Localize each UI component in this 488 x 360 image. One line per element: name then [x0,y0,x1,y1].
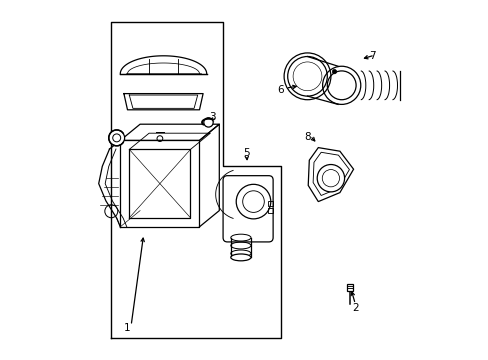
Bar [346,284,352,291]
Text: 3: 3 [208,112,215,122]
Circle shape [236,184,270,219]
Text: 2: 2 [351,303,358,313]
Polygon shape [123,94,203,110]
Polygon shape [120,56,206,74]
Text: 6: 6 [277,85,283,95]
PathPatch shape [307,148,353,202]
Bar [267,201,272,206]
Circle shape [317,165,344,192]
Circle shape [108,130,124,146]
Text: 4: 4 [119,134,125,144]
Text: 7: 7 [368,51,375,61]
Circle shape [332,69,336,74]
Ellipse shape [230,254,250,261]
Text: 5: 5 [243,148,249,158]
Bar [267,208,272,213]
FancyBboxPatch shape [223,176,273,242]
Text: 1: 1 [124,323,131,333]
Text: 8: 8 [304,132,310,142]
Circle shape [203,118,213,127]
